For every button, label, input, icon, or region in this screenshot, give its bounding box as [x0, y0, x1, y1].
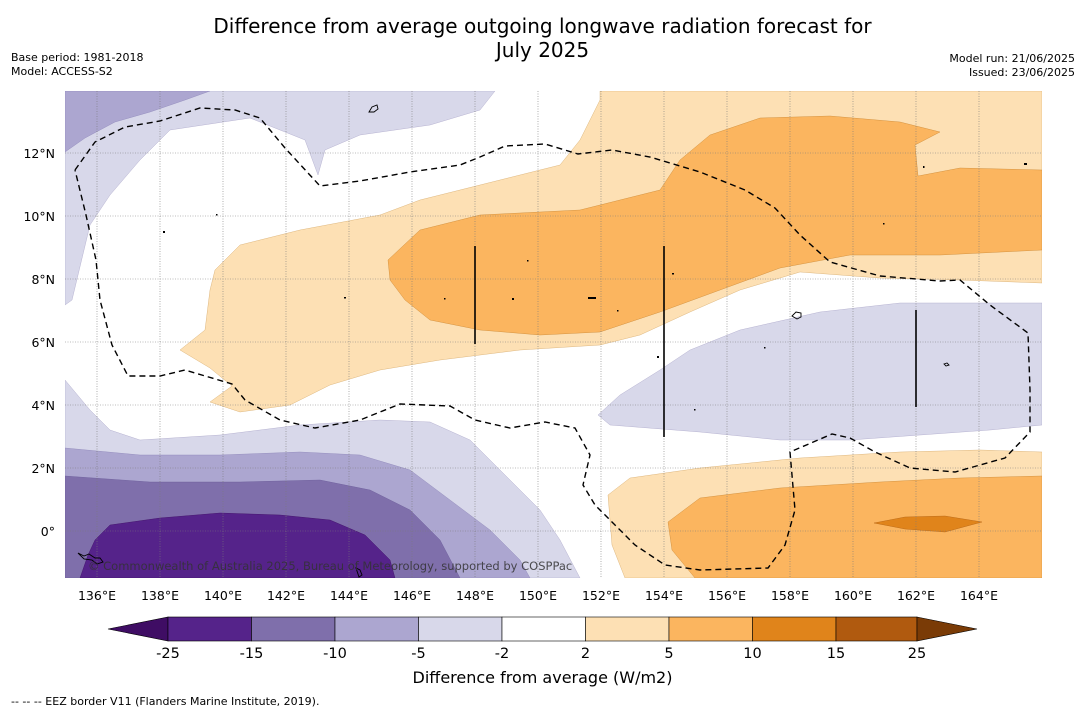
lon-label: 156°E	[708, 588, 746, 603]
colorbar-segment	[752, 616, 837, 642]
model-text: Model: ACCESS-S2	[11, 65, 113, 78]
colorbar-segment	[334, 616, 419, 642]
colorbar-tick: -5	[411, 646, 425, 662]
lon-label: 142°E	[267, 588, 305, 603]
colorbar-segment	[585, 616, 670, 642]
island-south	[355, 567, 363, 578]
colorbar-tick: 2	[581, 646, 590, 662]
latitude-labels: 12°N 10°N 8°N 6°N 4°N 2°N 0°	[23, 146, 55, 539]
colorbar-segment	[167, 616, 252, 642]
colorbar-tick: -2	[495, 646, 509, 662]
colorbar-tick: 10	[743, 646, 761, 662]
lon-label: 148°E	[456, 588, 494, 603]
lon-label: 138°E	[141, 588, 179, 603]
map-title: Difference from average outgoing longwav…	[0, 14, 1085, 62]
colorbar-extend-left	[107, 616, 169, 642]
lon-label: 150°E	[519, 588, 557, 603]
contour-darkorange-south	[873, 515, 983, 533]
lon-label: 146°E	[393, 588, 431, 603]
colorbar-tick: 15	[827, 646, 845, 662]
lat-label: 4°N	[31, 398, 55, 413]
lon-label: 158°E	[771, 588, 809, 603]
eez-border-dashed	[74, 107, 1031, 571]
island-east	[791, 311, 802, 320]
island-marshall	[943, 362, 950, 367]
lon-label: 160°E	[834, 588, 872, 603]
model-run-text: Model run: 21/06/2025	[949, 52, 1075, 65]
islands	[77, 104, 950, 578]
lat-label: 6°N	[31, 335, 55, 350]
map-gridlines	[65, 91, 1042, 578]
colorbar-tick: 5	[664, 646, 673, 662]
lon-label: 152°E	[582, 588, 620, 603]
lat-label: 0°	[41, 524, 55, 539]
colorbar-tick-labels: -25 -15 -10 -5 -2 2 5 10 15 25	[156, 646, 926, 662]
lat-label: 2°N	[31, 461, 55, 476]
issued-text: Issued: 23/06/2025	[968, 66, 1075, 79]
eez-legend-text: -- -- -- EEZ border V11 (Flanders Marine…	[11, 695, 320, 708]
lat-label: 12°N	[23, 146, 55, 161]
colorbar-segment	[251, 616, 336, 642]
lat-label: 8°N	[31, 272, 55, 287]
map-title-line1: Difference from average outgoing longwav…	[213, 14, 872, 38]
lon-label: 144°E	[330, 588, 368, 603]
lon-label: 162°E	[897, 588, 935, 603]
island-dots	[163, 163, 1027, 411]
contour-orange-north	[387, 115, 1042, 336]
colorbar-tick: -15	[240, 646, 264, 662]
base-period-text: Base period: 1981-2018	[11, 51, 144, 64]
colorbar-extend-right	[916, 616, 978, 642]
colorbar-tick: -25	[156, 646, 180, 662]
longitude-labels: 136°E 138°E 140°E 142°E 144°E 146°E 148°…	[78, 588, 998, 603]
eez-solid-segments	[474, 246, 917, 437]
colorbar-segment	[835, 616, 918, 642]
lon-label: 136°E	[78, 588, 116, 603]
map-title-line2: July 2025	[495, 38, 590, 62]
contour-purple-deep-south	[79, 512, 396, 578]
colorbar	[107, 616, 978, 642]
colorbar-label: Difference from average (W/m2)	[412, 668, 673, 687]
lon-label: 140°E	[204, 588, 242, 603]
colorbar-segment	[418, 616, 503, 642]
meta-left: Base period: 1981-2018 Model: ACCESS-S2	[11, 51, 143, 79]
contour-purple-light-northwest	[65, 91, 211, 153]
island-north	[368, 104, 379, 113]
lat-label: 10°N	[23, 209, 55, 224]
island-southwest	[77, 552, 104, 565]
colorbar-tick: 25	[908, 646, 926, 662]
contour-lavender-east	[597, 302, 1042, 441]
contour-orange-south	[667, 475, 1042, 578]
lon-label: 154°E	[645, 588, 683, 603]
map-plot-area: © Commonwealth of Australia 2025, Bureau…	[65, 91, 1042, 578]
colorbar-segment	[501, 616, 586, 642]
colorbar-segment	[668, 616, 753, 642]
map-copyright: © Commonwealth of Australia 2025, Bureau…	[88, 559, 572, 573]
meta-right: Model run: 21/06/2025 Issued: 23/06/2025	[949, 52, 1075, 80]
colorbar-tick: -10	[323, 646, 347, 662]
lon-label: 164°E	[960, 588, 998, 603]
